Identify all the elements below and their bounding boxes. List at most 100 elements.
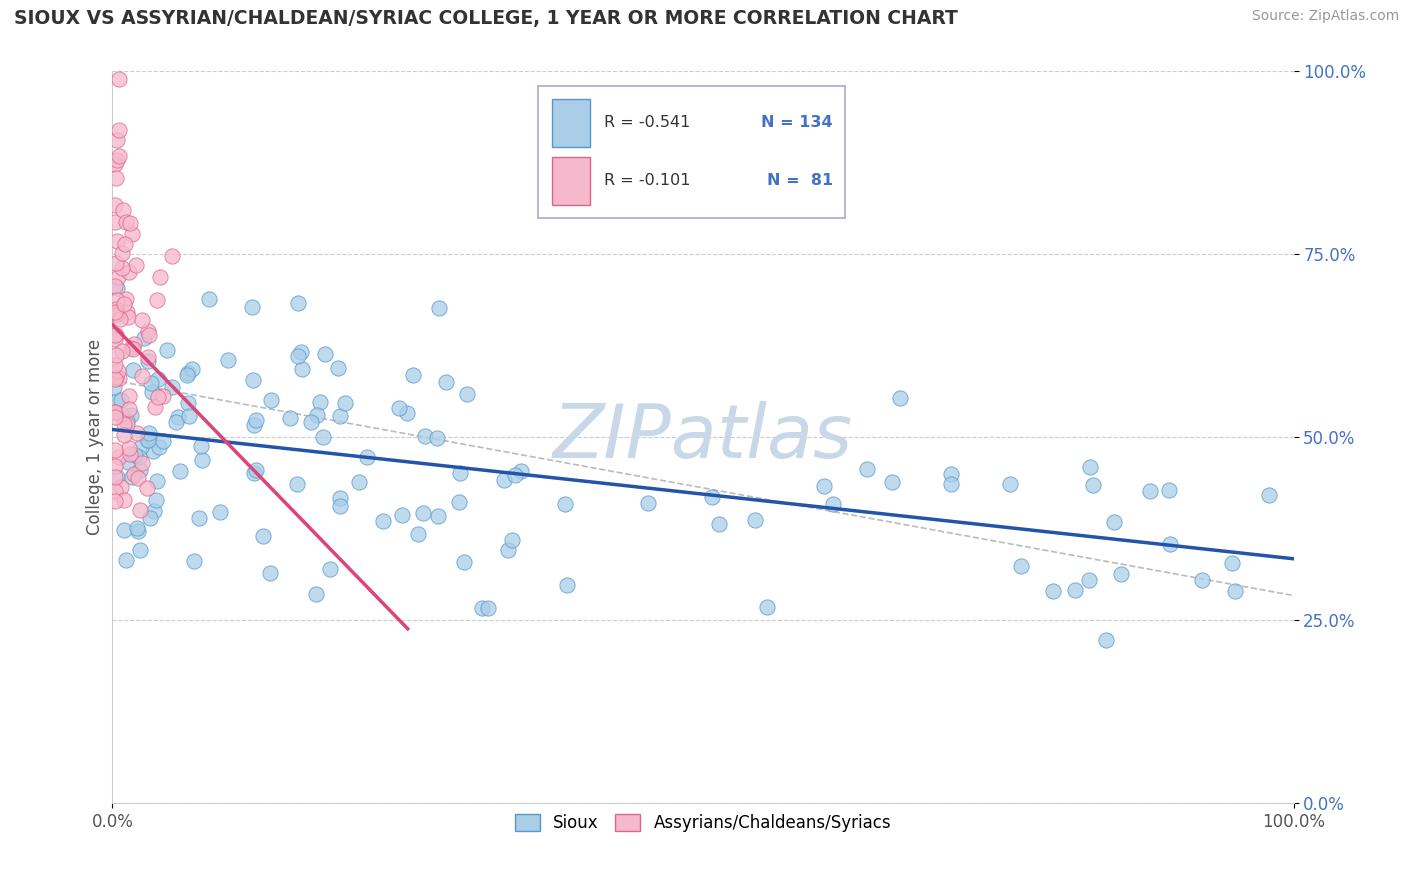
Y-axis label: College, 1 year or more: College, 1 year or more <box>86 339 104 535</box>
Point <box>108 312 131 326</box>
Point <box>131 369 153 384</box>
Point <box>406 527 429 541</box>
Point <box>191 453 214 467</box>
Point <box>105 470 128 484</box>
Bar <box>551 157 589 204</box>
Point <box>1064 582 1087 597</box>
Text: Source: ZipAtlas.com: Source: ZipAtlas.com <box>1251 9 1399 23</box>
Point <box>1223 584 1246 599</box>
Point <box>138 328 160 343</box>
Point <box>998 477 1021 491</box>
Point <box>427 508 450 523</box>
Point <box>105 256 128 270</box>
Point <box>287 296 309 310</box>
Point <box>121 362 143 376</box>
Point <box>115 553 138 567</box>
Point <box>117 265 139 279</box>
Text: R = -0.541: R = -0.541 <box>603 115 690 130</box>
Point <box>1111 567 1133 582</box>
Bar <box>551 99 589 146</box>
Point <box>105 348 128 362</box>
Point <box>136 324 159 338</box>
Point <box>105 171 128 186</box>
Point <box>107 364 129 378</box>
Point <box>104 458 127 473</box>
Point <box>143 400 166 414</box>
Point <box>117 401 139 416</box>
Point <box>107 307 129 321</box>
Point <box>146 474 169 488</box>
Point <box>105 132 128 146</box>
Point <box>105 302 128 317</box>
Point <box>1102 515 1125 529</box>
Point <box>105 293 128 308</box>
Point <box>1257 488 1279 502</box>
Point <box>501 533 523 548</box>
Point <box>132 331 155 345</box>
Point <box>243 417 266 432</box>
Point <box>314 347 336 361</box>
Legend: Sioux, Assyrians/Chaldeans/Syriacs: Sioux, Assyrians/Chaldeans/Syriacs <box>508 807 898 838</box>
Point <box>217 352 239 367</box>
Point <box>1094 632 1116 647</box>
Point <box>104 328 127 343</box>
Point <box>117 310 139 324</box>
Point <box>115 417 138 431</box>
Point <box>287 350 309 364</box>
Point <box>1042 583 1064 598</box>
Point <box>104 370 127 384</box>
Point <box>125 258 148 272</box>
Point <box>299 415 322 429</box>
Point <box>104 157 127 171</box>
Point <box>104 198 127 212</box>
Point <box>208 505 231 519</box>
Point <box>112 296 135 310</box>
Point <box>179 409 201 424</box>
Point <box>115 415 138 429</box>
Point <box>103 380 125 394</box>
Point <box>129 503 152 517</box>
Point <box>1157 483 1180 497</box>
Point <box>107 269 129 284</box>
Point <box>453 555 475 569</box>
Point <box>142 444 165 458</box>
Point <box>121 227 143 241</box>
Point <box>401 368 423 382</box>
Point <box>1078 574 1101 588</box>
Point <box>145 293 167 307</box>
Point <box>105 281 128 295</box>
Point <box>396 406 419 420</box>
Point <box>131 313 153 327</box>
Point <box>756 599 779 614</box>
Point <box>160 249 183 263</box>
Point <box>259 566 281 581</box>
Point <box>120 447 142 461</box>
Point <box>373 514 395 528</box>
Point <box>104 305 127 319</box>
Point <box>1159 537 1181 551</box>
Point <box>112 524 135 538</box>
Point <box>304 587 326 601</box>
Point <box>889 391 911 405</box>
Point <box>335 396 357 410</box>
Point <box>136 354 159 368</box>
Point <box>477 600 499 615</box>
Point <box>177 395 200 409</box>
Point <box>122 342 145 356</box>
Text: N = 134: N = 134 <box>761 115 832 130</box>
Point <box>319 562 342 576</box>
Point <box>120 216 142 230</box>
Point <box>326 361 349 376</box>
Point <box>391 508 413 523</box>
Point <box>105 153 128 167</box>
Point <box>104 410 127 425</box>
Point <box>104 215 127 229</box>
Point <box>152 434 174 449</box>
Point <box>305 408 328 422</box>
Point <box>160 380 183 394</box>
Point <box>290 344 312 359</box>
Point <box>129 440 152 454</box>
Point <box>138 511 160 525</box>
Point <box>117 454 139 468</box>
Point <box>111 245 134 260</box>
